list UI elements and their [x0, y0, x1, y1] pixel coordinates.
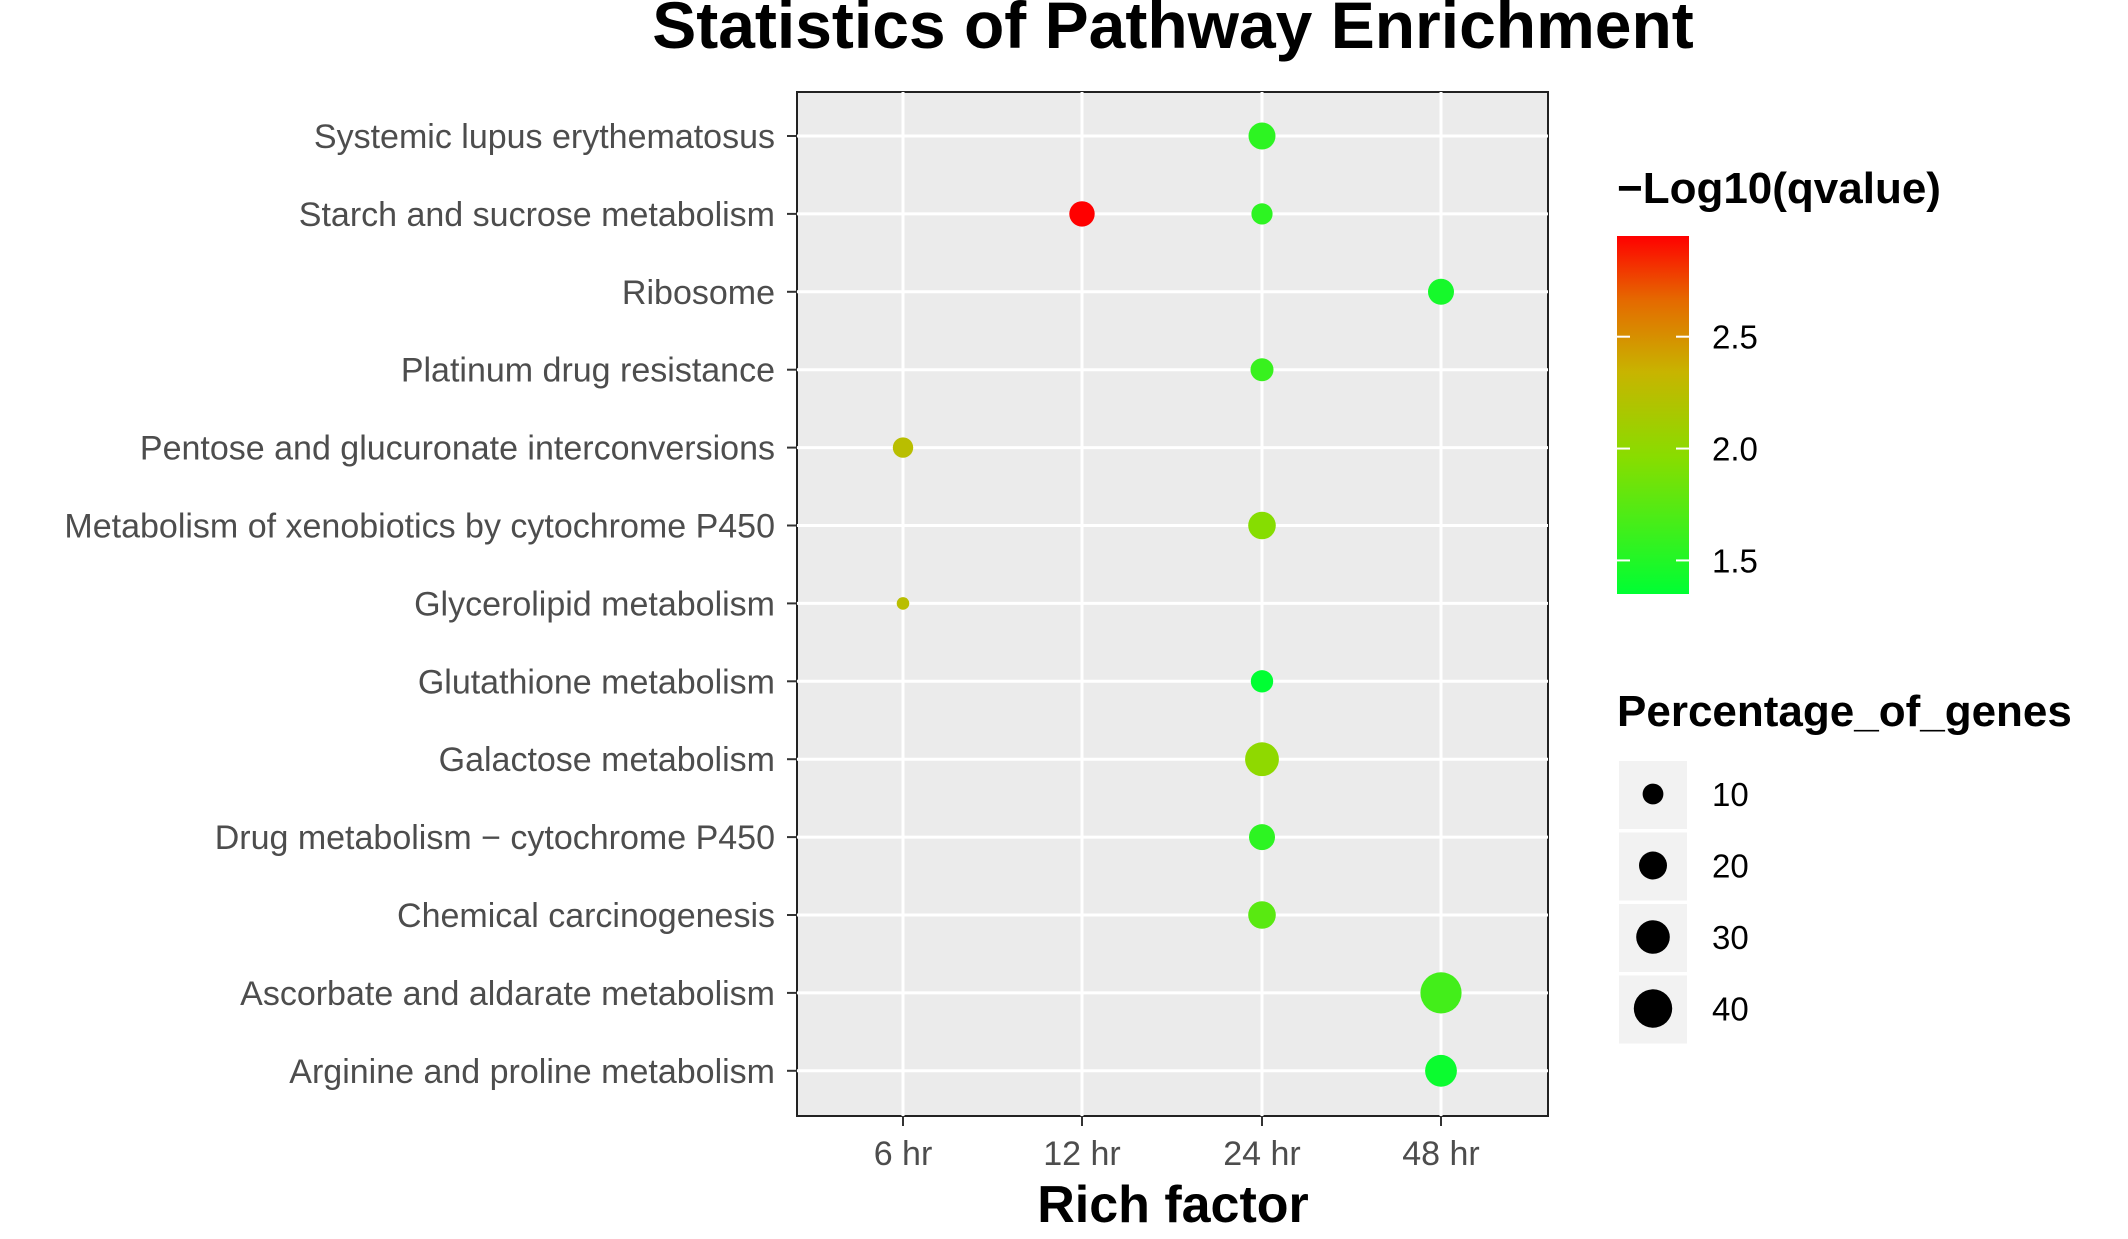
color-legend-title: −Log10(qvalue) — [1617, 164, 1941, 213]
y-axis-label: Chemical carcinogenesis — [397, 897, 775, 935]
y-axis-label: Glycerolipid metabolism — [414, 585, 775, 623]
color-legend-bar — [1617, 236, 1689, 594]
y-axis-label: Platinum drug resistance — [401, 352, 775, 390]
x-tick-label: 12 hr — [1043, 1135, 1121, 1173]
data-point — [1425, 1054, 1457, 1087]
color-legend-tick-label: 2.0 — [1712, 431, 1758, 468]
data-point — [1250, 670, 1274, 693]
y-axis-label: Galactose metabolism — [439, 741, 775, 779]
size-legend-title: Percentage_of_genes — [1617, 687, 2072, 736]
size-legend: Percentage_of_genes 10 20 30 40 — [1617, 687, 2072, 1044]
color-legend-tick-label: 2.5 — [1712, 319, 1758, 356]
size-legend-key-label: 40 — [1712, 991, 1749, 1028]
data-point — [1245, 742, 1279, 777]
y-axis-label: Ascorbate and aldarate metabolism — [240, 975, 775, 1013]
chart-title: Statistics of Pathway Enrichment — [652, 0, 1694, 62]
data-point — [1249, 824, 1275, 851]
size-legend-key-label: 10 — [1712, 776, 1749, 813]
x-axis-ticks: 6 hr 12 hr 24 hr 48 hr — [874, 1116, 1480, 1173]
data-point — [892, 437, 914, 458]
x-tick-label: 6 hr — [874, 1135, 933, 1173]
y-axis-label: Starch and sucrose metabolism — [299, 196, 775, 234]
x-tick-label: 48 hr — [1402, 1135, 1480, 1173]
size-legend-key-dot — [1633, 989, 1673, 1028]
y-axis-label: Metabolism of xenobiotics by cytochrome … — [64, 508, 775, 546]
data-point — [1251, 203, 1273, 225]
color-legend-ticks: 1.5 2.0 2.5 — [1617, 319, 1758, 579]
grid-lines — [797, 92, 1548, 1116]
y-axis-label: Arginine and proline metabolism — [289, 1053, 775, 1091]
size-legend-key-dot — [1642, 783, 1664, 805]
y-axis-label: Systemic lupus erythematosus — [314, 118, 775, 156]
x-tick-label: 24 hr — [1223, 1135, 1301, 1173]
x-axis-title: Rich factor — [1037, 1176, 1309, 1234]
size-legend-keys: 10 20 30 40 — [1619, 761, 1749, 1044]
y-axis-label: Ribosome — [622, 274, 775, 312]
size-legend-key-dot — [1636, 920, 1670, 954]
y-axis-label: Drug metabolism − cytochrome P450 — [215, 819, 775, 857]
data-point — [1248, 122, 1276, 150]
size-legend-key-label: 30 — [1712, 919, 1749, 956]
data-point — [1420, 972, 1462, 1014]
size-legend-key-dot — [1639, 851, 1667, 880]
data-point — [1248, 511, 1276, 540]
data-point — [1428, 278, 1454, 305]
color-legend: −Log10(qvalue) 1.5 2.0 2.5 — [1617, 164, 1941, 594]
data-point — [896, 597, 910, 610]
y-axis-label: Glutathione metabolism — [418, 663, 775, 701]
size-legend-key-label: 20 — [1712, 848, 1749, 885]
data-point — [1069, 201, 1095, 227]
data-point — [1250, 358, 1274, 382]
data-point — [1248, 901, 1276, 929]
color-legend-tick-label: 1.5 — [1712, 542, 1758, 579]
y-axis-labels: Systemic lupus erythematosus Starch and s… — [64, 118, 797, 1091]
y-axis-label: Pentose and glucuronate interconversions — [140, 430, 775, 468]
data-points — [892, 122, 1462, 1087]
